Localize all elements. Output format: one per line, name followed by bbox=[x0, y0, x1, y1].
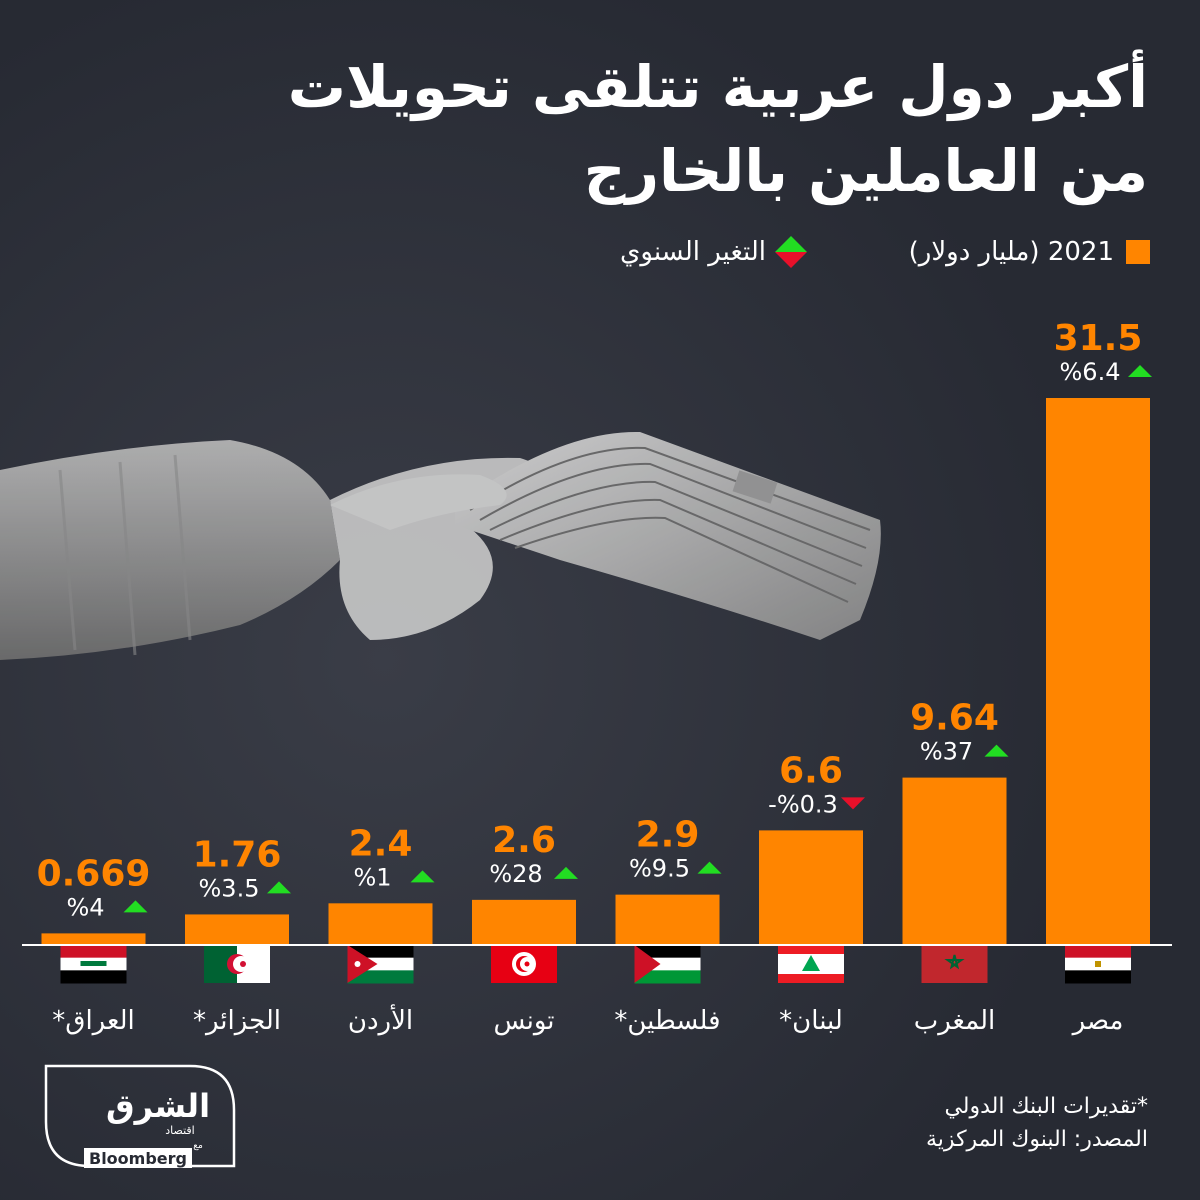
chart-title-line-2: من العاملين بالخارج bbox=[583, 137, 1148, 205]
chart-title-line-1: أكبر دول عربية تتلقى تحويلات bbox=[287, 53, 1148, 121]
value-label-egypt: 31.5 bbox=[1054, 318, 1143, 359]
change-label-tunisia: %28 bbox=[489, 860, 542, 888]
legend-change-label: التغير السنوي bbox=[620, 237, 766, 267]
change-label-morocco: %37 bbox=[920, 738, 973, 766]
palestine-flag-icon bbox=[634, 945, 701, 984]
bar-tunisia bbox=[472, 899, 576, 945]
value-label-tunisia: 2.6 bbox=[492, 820, 556, 861]
logo-partner: Bloomberg bbox=[89, 1149, 187, 1168]
value-label-morocco: 9.64 bbox=[910, 698, 999, 739]
source-footnote: المصدر: البنوك المركزية bbox=[926, 1127, 1148, 1152]
category-label-tunisia: تونس bbox=[493, 1006, 554, 1036]
change-label-iraq: %4 bbox=[66, 893, 104, 921]
down-arrow-icon bbox=[841, 797, 865, 810]
up-arrow-icon bbox=[410, 870, 435, 883]
up-arrow-icon bbox=[697, 861, 722, 874]
up-arrow-icon bbox=[123, 900, 148, 913]
bar-palestine bbox=[615, 894, 720, 945]
bar-group-morocco: %379.64 المغرب bbox=[902, 698, 1009, 1036]
category-label-egypt: مصر bbox=[1071, 1006, 1124, 1036]
legend-value-label: 2021 (مليار دولار) bbox=[908, 237, 1114, 267]
up-down-diamond-icon bbox=[775, 236, 807, 268]
bars-group: %40.669 العراق* %3.51.76 الجزائر* %12.4 الأرد… bbox=[37, 318, 1152, 1036]
iraq-flag-icon bbox=[60, 945, 127, 984]
change-label-lebanon: -%0.3 bbox=[768, 790, 838, 818]
bar-lebanon bbox=[759, 830, 863, 945]
lebanon-flag-icon bbox=[778, 945, 844, 983]
bar-morocco bbox=[902, 777, 1007, 945]
category-label-jordan: الأردن bbox=[348, 1003, 413, 1036]
category-label-algeria: الجزائر* bbox=[193, 1006, 281, 1036]
category-label-lebanon: لبنان* bbox=[779, 1006, 843, 1036]
legend-swatch-orange bbox=[1126, 240, 1150, 264]
category-label-palestine: فلسطين* bbox=[614, 1006, 720, 1036]
value-label-palestine: 2.9 bbox=[636, 815, 700, 856]
up-arrow-icon bbox=[1128, 365, 1152, 377]
egypt-flag-icon bbox=[1065, 945, 1131, 984]
bar-egypt bbox=[1046, 398, 1150, 945]
algeria-flag-icon bbox=[204, 945, 270, 983]
bar-group-lebanon: -%0.36.6 لبنان* bbox=[759, 750, 865, 1036]
category-label-iraq: العراق* bbox=[52, 1006, 134, 1036]
banknote-stack bbox=[455, 431, 881, 640]
legend-change: التغير السنوي bbox=[620, 232, 808, 272]
morocco-flag-icon bbox=[921, 945, 988, 983]
legend-value: 2021 (مليار دولار) bbox=[909, 232, 1150, 272]
value-label-algeria: 1.76 bbox=[193, 834, 282, 875]
value-label-iraq: 0.669 bbox=[37, 853, 151, 894]
asharq-bloomberg-logo: الشرق اقتصاد مع Bloomberg bbox=[44, 1064, 236, 1168]
jordan-flag-icon bbox=[347, 945, 414, 984]
tunisia-flag-icon bbox=[491, 945, 557, 983]
bar-group-algeria: %3.51.76 الجزائر* bbox=[185, 834, 291, 1036]
logo-sub: اقتصاد bbox=[165, 1124, 194, 1137]
bar-algeria bbox=[185, 914, 289, 945]
up-arrow-icon bbox=[554, 866, 578, 879]
change-label-jordan: %1 bbox=[353, 863, 391, 891]
bar-group-palestine: %9.52.9 فلسطين* bbox=[614, 815, 722, 1036]
bar-iraq bbox=[41, 933, 146, 945]
bar-jordan bbox=[328, 903, 433, 945]
change-label-egypt: %6.4 bbox=[1060, 358, 1121, 386]
bar-group-jordan: %12.4 الأردن bbox=[328, 823, 435, 1036]
hand-with-money-illustration bbox=[0, 431, 881, 660]
bar-group-egypt: %6.431.5 مصر bbox=[1046, 318, 1152, 1036]
category-label-morocco: المغرب bbox=[914, 1006, 996, 1036]
up-arrow-icon bbox=[984, 744, 1009, 757]
bar-group-iraq: %40.669 العراق* bbox=[37, 853, 151, 1036]
up-arrow-icon bbox=[267, 881, 291, 894]
flags-group bbox=[60, 945, 1131, 984]
estimate-footnote: *تقديرات البنك الدولي bbox=[944, 1094, 1148, 1119]
value-label-jordan: 2.4 bbox=[349, 823, 413, 864]
logo-brand: الشرق bbox=[106, 1087, 210, 1125]
change-label-palestine: %9.5 bbox=[629, 855, 690, 883]
logo-with: مع bbox=[193, 1141, 203, 1151]
value-label-lebanon: 6.6 bbox=[779, 750, 843, 791]
change-label-algeria: %3.5 bbox=[199, 874, 260, 902]
bar-group-tunisia: %282.6 تونس bbox=[472, 820, 578, 1036]
